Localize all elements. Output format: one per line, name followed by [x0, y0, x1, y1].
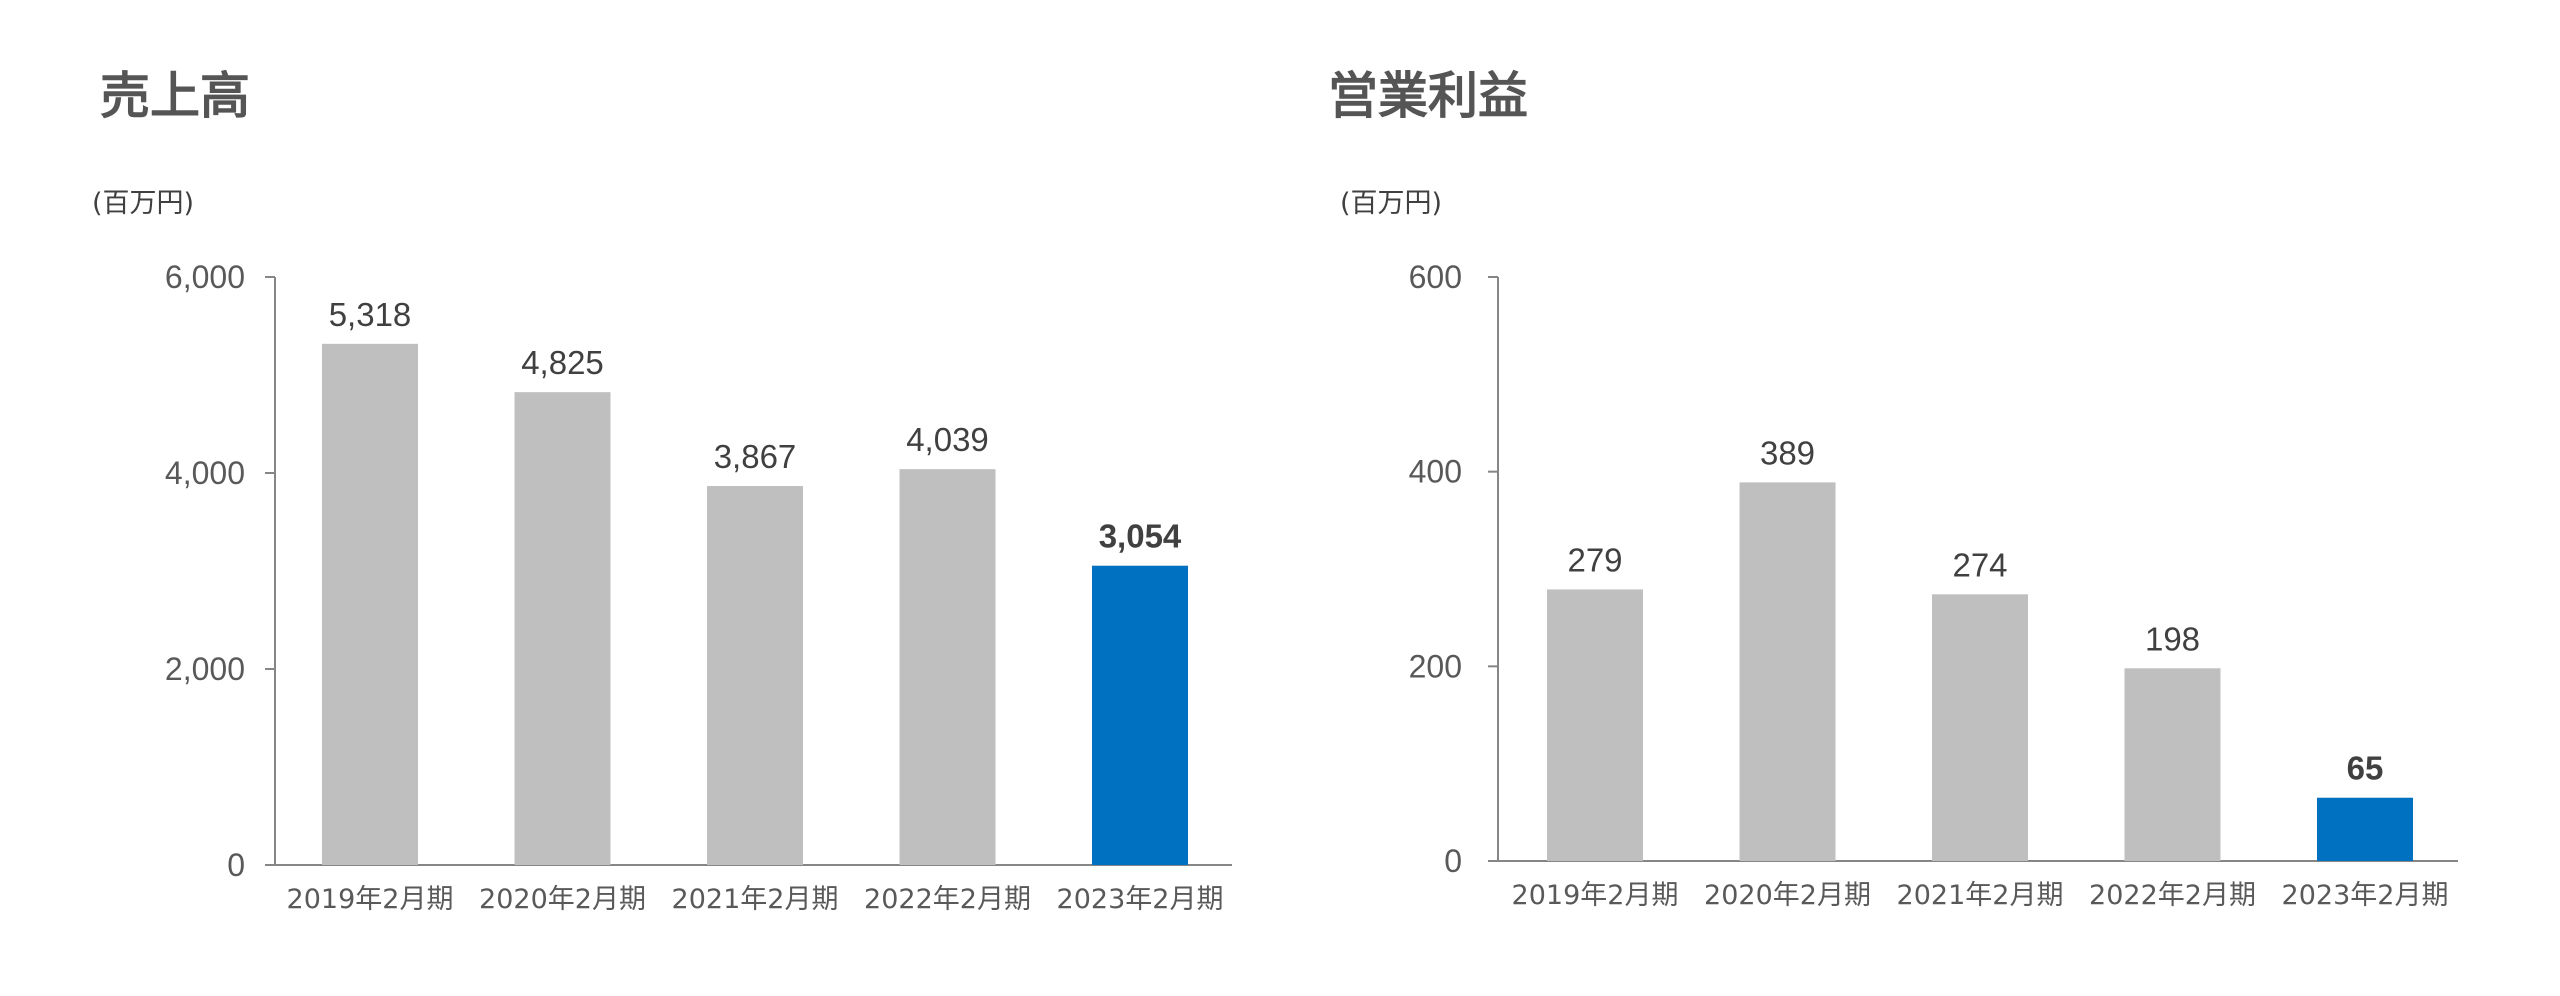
bar — [707, 486, 803, 865]
data-labels: 5,318 4,825 3,867 4,039 3,054 — [329, 296, 1182, 555]
y-tick-label: 0 — [1444, 843, 1462, 879]
bar — [1739, 482, 1836, 861]
bars — [322, 343, 1188, 865]
bar — [1932, 594, 2028, 861]
x-tick-label: 2019年2月期 — [1512, 880, 1679, 911]
y-tick-label: 4,000 — [165, 455, 245, 491]
y-tick-label: 6,000 — [165, 259, 245, 295]
x-tick-label: 2022年2月期 — [864, 884, 1031, 915]
x-ticks: 2019年2月期 2020年2月期 2021年2月期 2022年2月期 2023年2月期 — [287, 884, 1224, 915]
bar — [2317, 797, 2413, 861]
y-tick-label: 2,000 — [165, 651, 245, 687]
data-label: 3,867 — [714, 438, 797, 475]
y-ticks: 0 200 400 600 — [1409, 259, 1498, 879]
data-label: 274 — [1952, 546, 2007, 583]
data-labels: 279 389 274 198 65 — [1567, 434, 2383, 786]
bar — [1092, 565, 1188, 865]
data-label: 65 — [2347, 750, 2384, 787]
bar — [322, 343, 418, 865]
x-tick-label: 2019年2月期 — [287, 884, 454, 915]
data-label: 279 — [1567, 541, 1622, 578]
bars — [1547, 482, 2413, 861]
bar — [1547, 589, 1643, 861]
x-tick-label: 2023年2月期 — [1057, 884, 1224, 915]
data-label: 389 — [1760, 434, 1815, 471]
x-tick-label: 2022年2月期 — [2089, 880, 2256, 911]
x-ticks: 2019年2月期 2020年2月期 2021年2月期 2022年2月期 2023年2月期 — [1512, 880, 2449, 911]
x-tick-label: 2021年2月期 — [672, 884, 839, 915]
data-label: 5,318 — [329, 296, 412, 333]
y-axis-unit-label: (百万円) — [92, 188, 194, 219]
bar — [514, 392, 611, 865]
x-tick-label: 2021年2月期 — [1897, 880, 2064, 911]
bar — [899, 469, 996, 865]
data-label: 198 — [2145, 620, 2200, 657]
bar — [2124, 668, 2221, 861]
chart-title: 売上高 — [100, 67, 250, 125]
data-label: 4,825 — [521, 344, 604, 381]
x-tick-label: 2020年2月期 — [479, 884, 646, 915]
operating-profit-chart: 営業利益 (百万円) 0 200 400 600 279 389 274 198 65 201… — [1328, 67, 2458, 911]
sales-chart: 売上高 (百万円) 0 2,000 4,000 6,000 5,318 4,825 3,8… — [92, 67, 1232, 915]
y-tick-label: 0 — [227, 847, 245, 883]
y-ticks: 0 2,000 4,000 6,000 — [165, 259, 275, 883]
y-axis-unit-label: (百万円) — [1340, 188, 1442, 219]
y-tick-label: 200 — [1409, 648, 1462, 684]
chart-title: 営業利益 — [1328, 67, 1528, 125]
data-label: 4,039 — [906, 421, 989, 458]
x-tick-label: 2023年2月期 — [2282, 880, 2449, 911]
x-tick-label: 2020年2月期 — [1704, 880, 1871, 911]
y-tick-label: 600 — [1409, 259, 1462, 295]
y-tick-label: 400 — [1409, 454, 1462, 490]
data-label: 3,054 — [1099, 518, 1182, 555]
